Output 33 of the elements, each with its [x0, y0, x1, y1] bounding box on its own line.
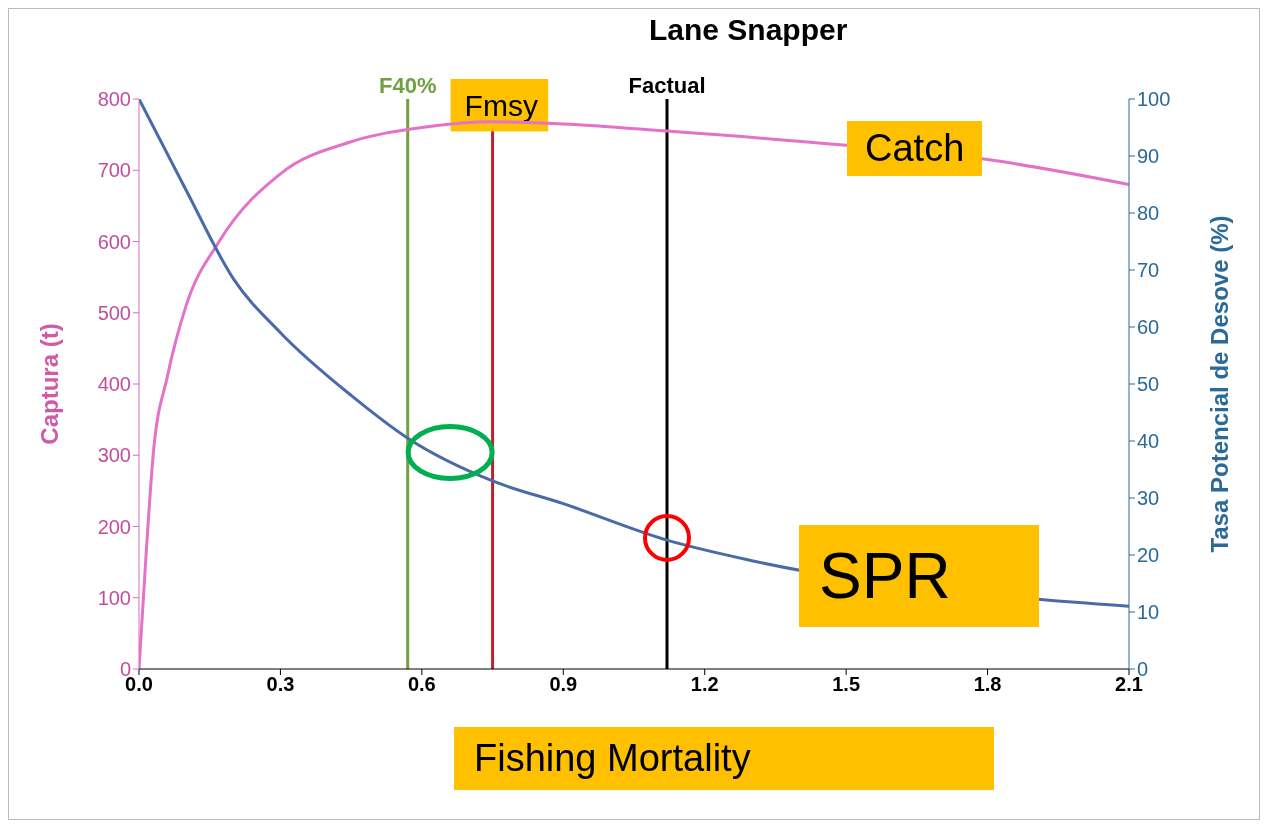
- y-tick-label: 800: [97, 88, 131, 111]
- chart-title: Lane Snapper: [649, 13, 848, 47]
- y2-tick-label: 20: [1137, 544, 1160, 567]
- y2-tick-label: 40: [1137, 430, 1160, 453]
- y-tick-label: 400: [97, 373, 131, 396]
- y2-tick-label: 80: [1137, 202, 1160, 225]
- x-tick-label: 1.2: [690, 673, 719, 696]
- ref-line-label: Factual: [628, 73, 706, 98]
- y-tick-label: 200: [97, 515, 131, 538]
- x-tick-label: 1.5: [832, 673, 861, 696]
- y2-axis-title: Tasa Potencial de Desove (%): [1205, 215, 1233, 553]
- x-tick-label: 0.9: [549, 673, 578, 696]
- series-label: Catch: [847, 121, 983, 176]
- y2-tick-label: 60: [1137, 316, 1160, 339]
- y-tick-label: 300: [97, 444, 131, 467]
- x-tick-label: 1.8: [973, 673, 1002, 696]
- y2-tick-label: 100: [1137, 88, 1171, 111]
- x-axis-title: Fishing Mortality: [454, 727, 994, 790]
- y-axis-title: Captura (t): [35, 323, 63, 445]
- x-tick-label: 0.3: [266, 673, 295, 696]
- y-tick-label: 600: [97, 230, 131, 253]
- y2-tick-label: 90: [1137, 145, 1160, 168]
- y-tick-label: 500: [97, 301, 131, 324]
- y2-tick-label: 70: [1137, 259, 1160, 282]
- x-tick-label: 0.6: [407, 673, 436, 696]
- y-tick-label: 100: [97, 586, 131, 609]
- y2-tick-label: 50: [1137, 373, 1160, 396]
- y2-tick-label: 30: [1137, 487, 1160, 510]
- y2-tick-label: 10: [1137, 601, 1160, 624]
- ref-line-label: Fmsy: [464, 88, 538, 122]
- series-label: SPR: [799, 525, 1039, 627]
- y-tick-label: 700: [97, 159, 131, 182]
- ref-line-label: F40%: [378, 73, 437, 98]
